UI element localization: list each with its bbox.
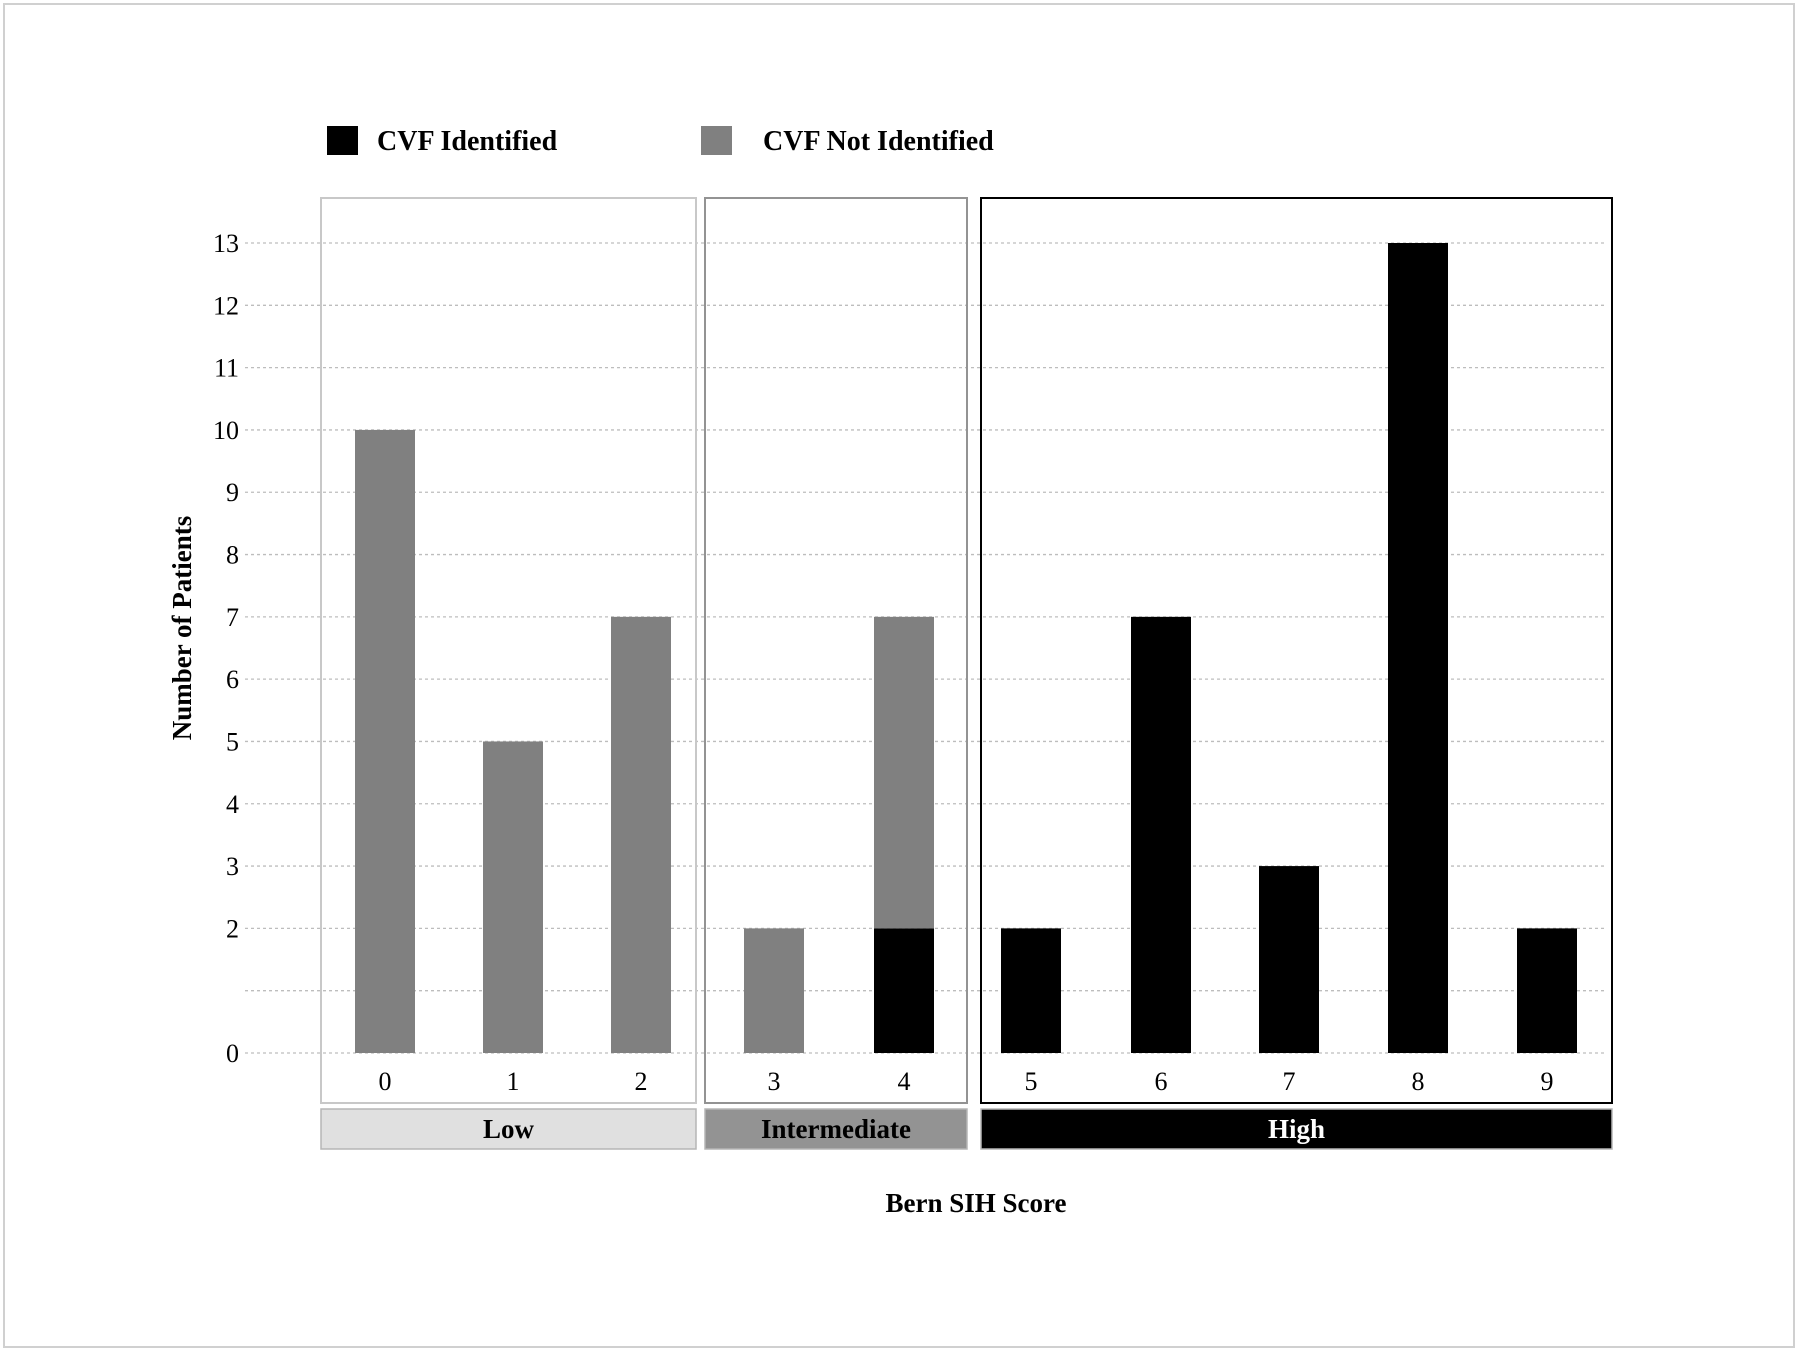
group-label-intermediate: Intermediate xyxy=(761,1114,911,1144)
legend-swatch-cvf-not-identified xyxy=(701,126,732,155)
y-tick-label: 6 xyxy=(226,665,239,694)
bar-cvf-not-identified-3 xyxy=(744,928,804,1053)
y-axis-label: Number of Patients xyxy=(167,516,197,740)
bar-cvf-identified-5 xyxy=(1001,928,1061,1053)
bar-cvf-identified-7 xyxy=(1259,866,1319,1053)
group-box-high xyxy=(980,1108,1613,1150)
legend-label-cvf-not-identified: CVF Not Identified xyxy=(763,126,994,157)
bars xyxy=(355,243,1577,1053)
bar-cvf-not-identified-0 xyxy=(355,429,415,1053)
group-labels: Low Intermediate High xyxy=(320,1108,1613,1150)
y-tick-label: 9 xyxy=(226,478,239,507)
x-tick-label: 2 xyxy=(635,1067,648,1096)
x-tick-label: 1 xyxy=(507,1067,520,1096)
y-tick-label: 12 xyxy=(213,291,239,320)
bar-cvf-not-identified-1 xyxy=(483,741,543,1053)
legend-swatch-cvf-identified xyxy=(327,126,358,155)
x-tick-label: 6 xyxy=(1155,1067,1168,1096)
y-tick-label: 4 xyxy=(226,790,239,819)
bar-cvf-not-identified-2 xyxy=(611,616,671,1053)
x-tick-label: 5 xyxy=(1025,1067,1038,1096)
bar-cvf-identified-6 xyxy=(1131,616,1191,1053)
x-axis-ticks: 0 1 2 3 4 5 6 7 8 9 xyxy=(379,1067,1554,1096)
group-panels xyxy=(320,197,1613,1104)
y-tick-label: 2 xyxy=(226,914,239,943)
bar-cvf-identified-4 xyxy=(874,928,934,1053)
group-label-low: Low xyxy=(483,1114,535,1144)
y-tick-label: 3 xyxy=(226,852,239,881)
bar-cvf-not-identified-4 xyxy=(874,616,934,929)
group-panel-intermediate xyxy=(704,197,968,1104)
x-tick-label: 7 xyxy=(1283,1067,1296,1096)
x-tick-label: 4 xyxy=(898,1067,911,1096)
y-tick-label: 10 xyxy=(213,416,239,445)
bar-cvf-identified-8 xyxy=(1388,243,1448,1053)
y-tick-label: 11 xyxy=(214,354,239,383)
x-tick-label: 3 xyxy=(768,1067,781,1096)
y-tick-label: 7 xyxy=(226,603,239,632)
legend: CVF Identified CVF Not Identified xyxy=(327,126,994,157)
group-panel-low xyxy=(320,197,697,1104)
y-tick-label: 5 xyxy=(226,727,239,756)
bar-cvf-identified-9 xyxy=(1517,928,1577,1053)
group-label-high: High xyxy=(1268,1114,1325,1144)
y-tick-label: 13 xyxy=(213,229,239,258)
y-tick-label: 8 xyxy=(226,541,239,570)
legend-label-cvf-identified: CVF Identified xyxy=(377,126,558,157)
group-box-low xyxy=(320,1108,697,1150)
x-tick-label: 0 xyxy=(379,1067,392,1096)
x-axis-label: Bern SIH Score xyxy=(886,1188,1067,1218)
y-tick-label: 0 xyxy=(226,1039,239,1068)
x-tick-label: 9 xyxy=(1541,1067,1554,1096)
group-box-intermediate xyxy=(704,1108,968,1150)
y-axis-ticks: 0 2 3 4 5 6 7 8 9 10 11 12 13 xyxy=(213,229,239,1068)
group-panel-high xyxy=(980,197,1613,1104)
x-tick-label: 8 xyxy=(1412,1067,1425,1096)
